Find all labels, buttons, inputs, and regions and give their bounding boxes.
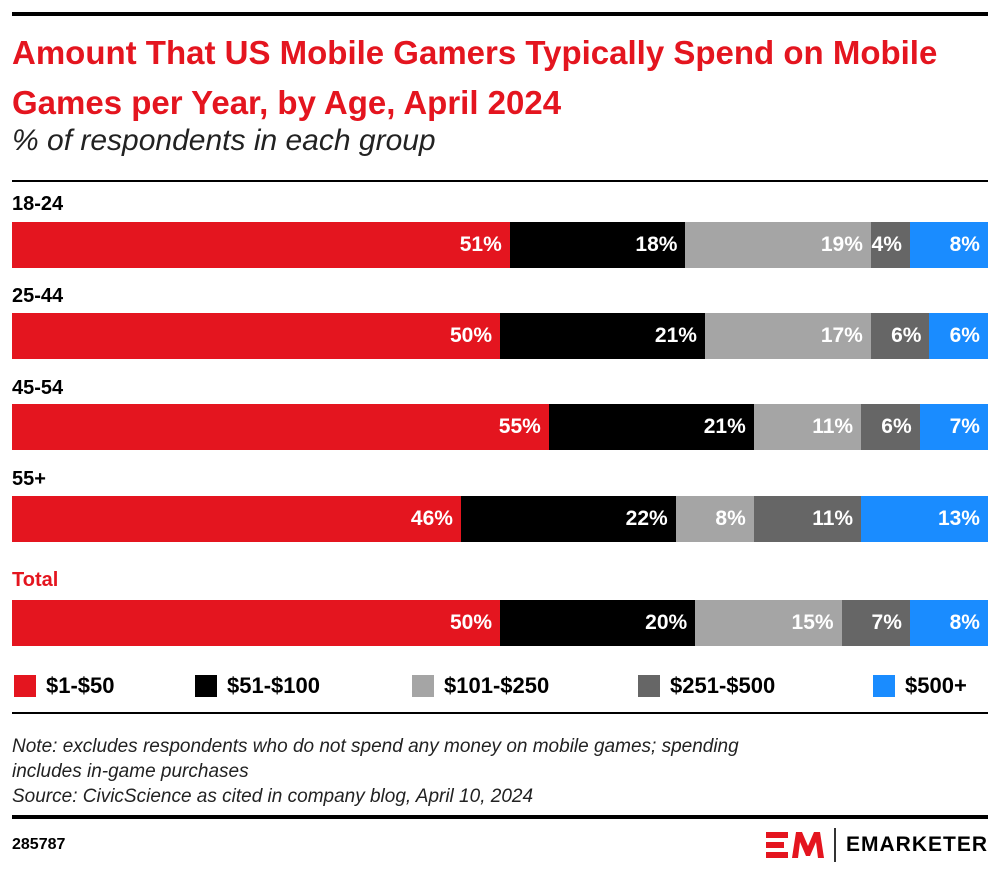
data-label: 55% xyxy=(498,415,541,438)
stacked-bar: 51% 18% 19% 4% 8% xyxy=(12,222,988,268)
bar-segment: 19% xyxy=(685,222,871,268)
data-label: 6% xyxy=(891,324,922,347)
bar-segment: 6% xyxy=(929,313,988,359)
em-logo-icon xyxy=(765,832,824,858)
chart-title: Amount That US Mobile Gamers Typically S… xyxy=(12,34,938,121)
legend-swatch xyxy=(412,675,434,697)
bar-segment: 18% xyxy=(509,222,686,268)
data-label: 7% xyxy=(871,611,902,634)
data-label: 11% xyxy=(812,507,854,530)
data-label: 8% xyxy=(715,507,746,530)
bar-segment: 50% xyxy=(12,313,500,359)
bar-segment: 15% xyxy=(695,600,842,646)
bar-segment: 17% xyxy=(704,313,871,359)
data-label: 17% xyxy=(820,324,863,347)
bar-segment: 6% xyxy=(870,313,930,359)
stacked-bar: 50% 21% 17% 6% 6% xyxy=(12,313,988,359)
legend-label: $500+ xyxy=(905,673,967,698)
legend-item: $1-$50 xyxy=(14,673,115,699)
data-label: 11% xyxy=(812,415,854,438)
legend-label: $1-$50 xyxy=(46,673,115,698)
data-label: 4% xyxy=(871,233,902,256)
category-label: 55+ xyxy=(12,468,46,490)
note-text: Note: excludes respondents who do not sp… xyxy=(12,736,739,782)
data-label: 46% xyxy=(410,507,453,530)
stacked-bar: 46% 22% 8% 11% 13% xyxy=(12,496,988,542)
header-divider xyxy=(12,180,988,182)
bar-segment: 8% xyxy=(675,496,754,542)
legend-swatch xyxy=(195,675,217,697)
data-label: 18% xyxy=(635,233,678,256)
data-label: 19% xyxy=(820,233,863,256)
bar-segment: 7% xyxy=(841,600,910,646)
bar-segment: 21% xyxy=(500,313,705,359)
stacked-bar: 55% 21% 11% 6% 7% xyxy=(12,404,988,450)
bar-segment: 50% xyxy=(12,600,500,646)
bar-segment: 7% xyxy=(919,404,988,450)
legend-item: $51-$100 xyxy=(195,673,320,699)
logo-divider xyxy=(833,828,836,862)
data-label: 15% xyxy=(791,611,834,634)
category-label: Total xyxy=(12,569,59,591)
legend-item: $101-$250 xyxy=(412,673,549,699)
footnote: Note: excludes respondents who do not sp… xyxy=(12,734,772,809)
bar-segment: 21% xyxy=(548,404,754,450)
legend-item: $500+ xyxy=(873,673,967,699)
legend-item: $251-$500 xyxy=(638,673,775,699)
data-label: 51% xyxy=(459,233,502,256)
bar-segment: 8% xyxy=(909,600,988,646)
emarketer-logo: EMARKETER xyxy=(765,828,988,862)
data-label: 6% xyxy=(881,415,912,438)
category-label: 25-44 xyxy=(12,285,64,307)
legend-swatch xyxy=(638,675,660,697)
bar-segment: 51% xyxy=(12,222,510,268)
brand-name: EMARKETER xyxy=(845,833,988,856)
bar-segment: 11% xyxy=(753,404,862,450)
bar-segment: 55% xyxy=(12,404,549,450)
data-label: 6% xyxy=(949,324,980,347)
bar-segment: 13% xyxy=(861,496,988,542)
chart-id: 285787 xyxy=(12,836,66,853)
bar-segment: 6% xyxy=(861,404,920,450)
bar-segment: 8% xyxy=(909,222,988,268)
bar-segment: 20% xyxy=(500,600,696,646)
data-label: 8% xyxy=(949,233,980,256)
data-label: 22% xyxy=(625,507,668,530)
data-label: 21% xyxy=(654,324,697,347)
chart-subtitle: % of respondents in each group xyxy=(12,124,436,157)
legend-divider xyxy=(12,712,988,714)
legend-label: $101-$250 xyxy=(444,673,550,698)
stacked-bar: 50% 20% 15% 7% 8% xyxy=(12,600,988,646)
bar-segment: 11% xyxy=(753,496,862,542)
legend-label: $251-$500 xyxy=(670,673,776,698)
bottom-rule xyxy=(12,815,988,819)
category-label: 18-24 xyxy=(12,193,64,215)
category-label: 45-54 xyxy=(12,377,64,399)
source-text: Source: CivicScience as cited in company… xyxy=(12,786,534,807)
data-label: 21% xyxy=(703,415,746,438)
data-label: 20% xyxy=(645,611,688,634)
data-label: 8% xyxy=(949,611,980,634)
data-label: 7% xyxy=(949,415,980,438)
bar-segment: 4% xyxy=(870,222,910,268)
legend-swatch xyxy=(873,675,895,697)
bar-segment: 46% xyxy=(12,496,461,542)
legend-label: $51-$100 xyxy=(227,673,320,698)
data-label: 50% xyxy=(449,611,492,634)
data-label: 13% xyxy=(937,507,980,530)
bar-segment: 22% xyxy=(460,496,676,542)
data-label: 50% xyxy=(449,324,492,347)
top-rule xyxy=(12,12,988,16)
legend-swatch xyxy=(14,675,36,697)
